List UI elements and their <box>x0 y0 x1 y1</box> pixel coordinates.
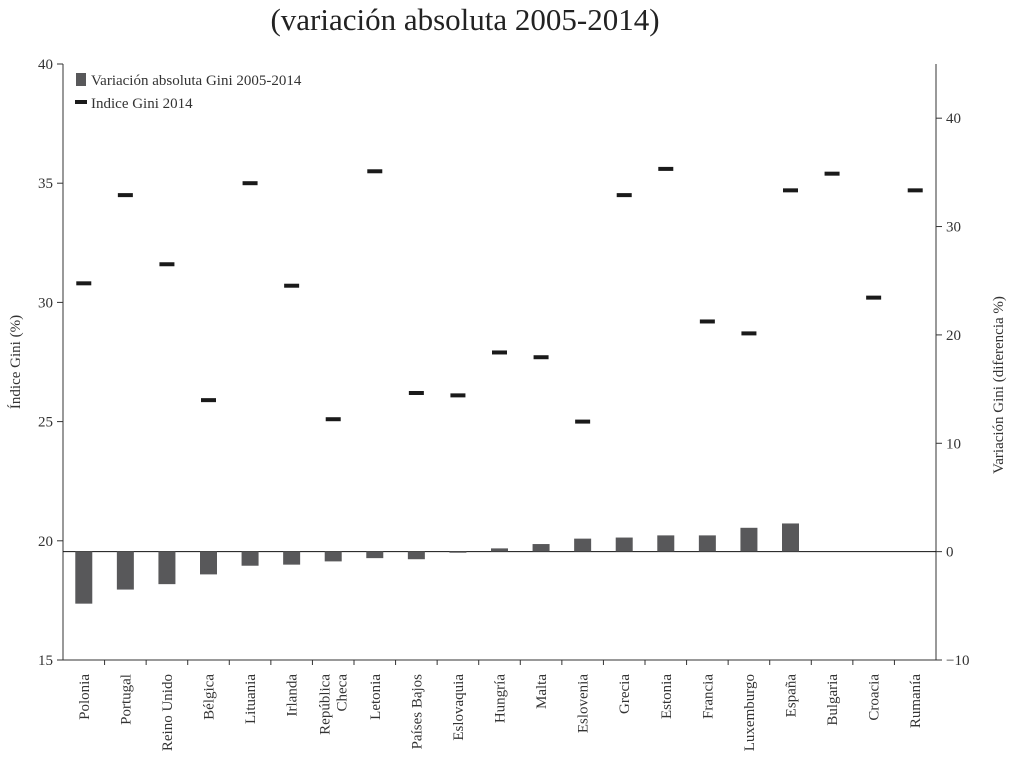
left-tick-label: 20 <box>38 534 53 550</box>
marker-letonia <box>367 169 383 174</box>
category-label: Lituania <box>243 674 259 724</box>
marker-países-bajos <box>408 390 424 395</box>
marker-portugal <box>117 193 133 198</box>
axes <box>62 64 937 665</box>
right-tick-label: 20 <box>946 328 961 344</box>
marker-eslovenia <box>575 419 591 424</box>
category-label: Checa <box>335 674 351 712</box>
bar-república-checa <box>324 551 342 562</box>
bar-países-bajos <box>407 551 425 560</box>
right-axis-title: Variación Gini (diferencia %) <box>991 296 1007 474</box>
right-tick-label: 0 <box>946 545 954 561</box>
category-label: Hungría <box>493 674 509 723</box>
marker-república-checa <box>325 417 341 422</box>
category-label: Irlanda <box>285 674 301 717</box>
category-label: Bélgica <box>202 674 218 720</box>
right-tick-label: 10 <box>946 436 961 452</box>
bar-grecia <box>615 537 633 552</box>
bar-polonia <box>75 551 93 604</box>
legend-bar-swatch <box>76 73 86 86</box>
category-label: Croacia <box>867 674 883 721</box>
bar-bélgica <box>200 551 217 575</box>
bar-reino-unido <box>158 551 176 585</box>
left-tick-label: 25 <box>38 415 53 431</box>
marker-francia <box>699 319 715 324</box>
bar-francia <box>698 535 716 552</box>
chart-title: (variación absoluta 2005-2014) <box>270 2 659 37</box>
marker-bulgaria <box>824 171 840 176</box>
marker-estonia <box>658 166 674 171</box>
category-labels: Polonia Portugal Reino Unido Bélgica Lituani… <box>77 674 924 752</box>
bar-hungría <box>491 548 508 552</box>
category-label: Rumanía <box>908 674 924 728</box>
bar-portugal <box>116 551 134 590</box>
category-label: Estonia <box>659 674 675 719</box>
legend-marker-swatch <box>75 100 87 104</box>
category-label: Eslovaquia <box>451 674 467 741</box>
right-tick-label: 40 <box>946 111 961 127</box>
marker-españa <box>783 188 798 193</box>
category-label: Reino Unido <box>160 674 176 751</box>
bar-luxemburgo <box>740 527 758 552</box>
bar-españa <box>782 523 799 552</box>
left-axis-ticks: 15 20 25 30 35 40 <box>38 57 63 669</box>
left-tick-label: 35 <box>38 176 53 192</box>
bar-eslovenia <box>574 538 592 552</box>
bar-letonia <box>366 551 384 559</box>
category-label: Eslovenia <box>576 674 592 733</box>
category-label: Letonia <box>368 674 384 720</box>
category-label: Francia <box>700 674 716 719</box>
marker-grecia <box>616 193 632 198</box>
legend-marker-label: Indice Gini 2014 <box>91 96 193 112</box>
category-label: Bulgaria <box>825 674 841 726</box>
marker-hungría <box>492 350 507 355</box>
marker-bélgica <box>201 398 216 403</box>
marker-lituania <box>242 181 258 186</box>
right-axis-ticks: −10 0 10 20 30 40 <box>936 111 969 669</box>
bar-malta <box>532 544 550 552</box>
markers-series <box>76 166 923 424</box>
category-label: República <box>318 674 334 735</box>
marker-malta <box>533 355 549 360</box>
marker-luxemburgo <box>741 331 757 336</box>
left-axis-title: Índice Gini (%) <box>7 315 24 409</box>
category-label: Grecia <box>617 674 633 714</box>
category-label: Portugal <box>118 674 134 725</box>
marker-irlanda <box>284 283 300 288</box>
category-label: Países Bajos <box>409 674 425 750</box>
left-tick-label: 40 <box>38 57 53 73</box>
category-label: España <box>784 674 800 718</box>
marker-rumanía <box>907 188 923 193</box>
marker-polonia <box>76 281 92 286</box>
right-tick-label: 30 <box>946 220 961 236</box>
marker-reino-unido <box>159 262 175 267</box>
right-tick-label: −10 <box>946 653 969 669</box>
bars-series <box>75 523 799 604</box>
left-tick-label: 15 <box>38 653 53 669</box>
legend-bar-label: Variación absoluta Gini 2005-2014 <box>91 73 302 89</box>
marker-croacia <box>866 295 882 300</box>
category-label: Luxemburgo <box>742 674 758 751</box>
legend: Variación absoluta Gini 2005-2014 Indice… <box>75 73 302 112</box>
category-label: Polonia <box>77 674 93 720</box>
marker-eslovaquia <box>450 393 466 398</box>
bar-lituania <box>241 551 259 566</box>
bar-irlanda <box>283 551 301 565</box>
bar-estonia <box>657 535 675 552</box>
bar-eslovaquia <box>449 551 467 553</box>
left-tick-label: 30 <box>38 295 53 311</box>
category-label: Malta <box>534 674 550 709</box>
